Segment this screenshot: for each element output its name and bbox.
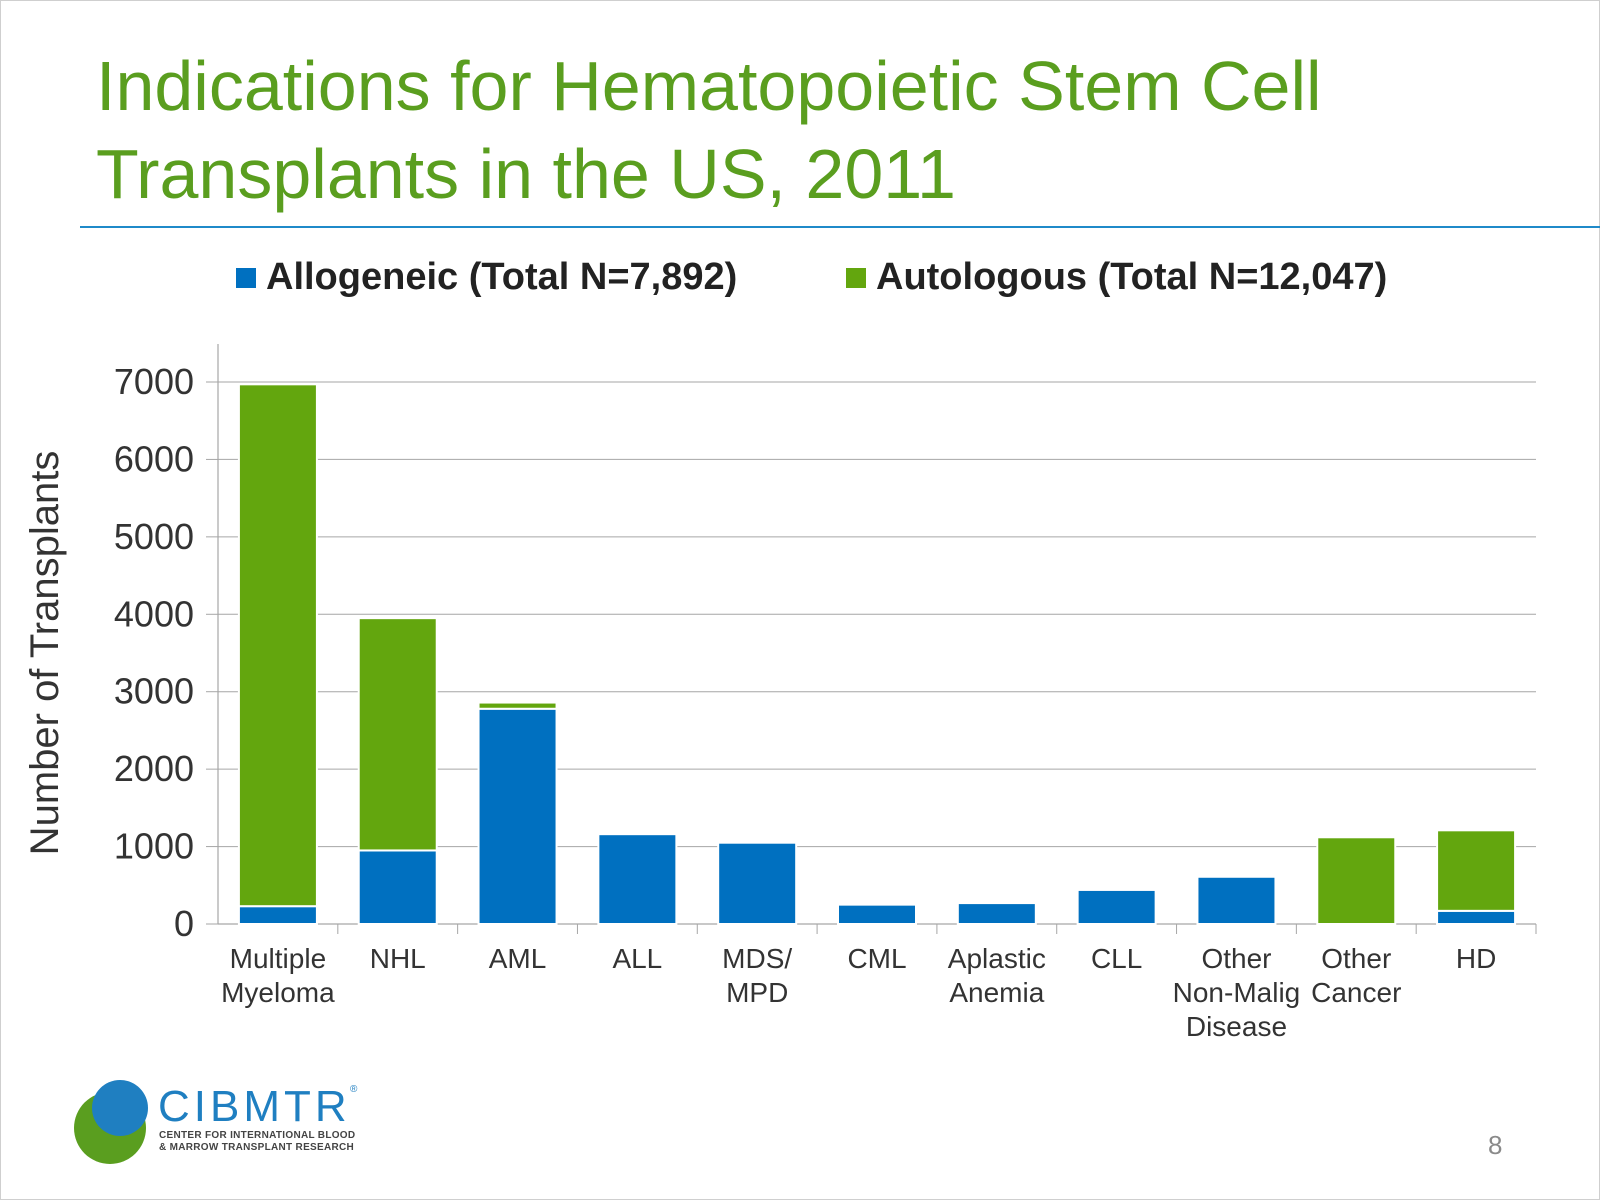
- bar-autologous: [237, 383, 318, 908]
- title-line-2: Transplants in the US, 2011: [96, 135, 956, 213]
- x-category-label: Myeloma: [221, 977, 335, 1008]
- logo-wordmark: CIBMTR: [158, 1082, 351, 1131]
- logo-subtitle: CENTER FOR INTERNATIONAL BLOOD & MARROW …: [159, 1130, 355, 1154]
- y-tick-label: 0: [174, 903, 194, 944]
- logo-registered-mark: ®: [350, 1084, 358, 1095]
- bar-allogeneic: [477, 707, 558, 926]
- chart-legend: Allogeneic (Total N=7,892) Autologous (T…: [0, 256, 1600, 306]
- x-category-label: HD: [1456, 943, 1496, 974]
- x-category-label: Disease: [1186, 1011, 1287, 1042]
- x-category-label: CLL: [1091, 943, 1142, 974]
- x-category-label: Non-Malig: [1173, 977, 1301, 1008]
- legend-swatch-allogeneic: [236, 267, 256, 288]
- bar-autologous: [1436, 829, 1517, 912]
- x-category-label: Anemia: [949, 977, 1044, 1008]
- cibmtr-logo-icon: [74, 1080, 148, 1164]
- y-tick-label: 4000: [114, 593, 194, 634]
- bar-allogeneic: [597, 833, 678, 926]
- bar-allogeneic: [357, 849, 438, 926]
- x-category-label: Cancer: [1311, 977, 1401, 1008]
- x-category-label: CML: [847, 943, 906, 974]
- logo-subtitle-line-2: & MARROW TRANSPLANT RESEARCH: [159, 1142, 355, 1153]
- page-number: 8: [1488, 1130, 1503, 1160]
- legend-label-autologous: Autologous (Total N=12,047): [876, 256, 1388, 298]
- x-category-label: AML: [489, 943, 547, 974]
- x-category-label: NHL: [370, 943, 426, 974]
- logo-subtitle-line-1: CENTER FOR INTERNATIONAL BLOOD: [159, 1130, 356, 1141]
- x-category-label: Aplastic: [948, 943, 1046, 974]
- bar-autologous: [357, 617, 438, 852]
- y-tick-label: 7000: [114, 361, 194, 402]
- bar-autologous: [477, 701, 558, 710]
- y-tick-label: 1000: [114, 826, 194, 867]
- title-divider: [80, 226, 1600, 228]
- legend-item-allogeneic: Allogeneic (Total N=7,892): [236, 256, 737, 299]
- x-category-label: ALL: [612, 943, 662, 974]
- x-category-label: MDS/: [722, 943, 792, 974]
- bar-allogeneic: [837, 903, 917, 926]
- y-tick-label: 6000: [114, 438, 194, 479]
- legend-swatch-autologous: [846, 267, 866, 288]
- y-tick-label: 3000: [114, 671, 194, 712]
- slide-title: Indications for Hematopoietic Stem Cell …: [96, 42, 1536, 218]
- bar-allogeneic: [717, 841, 798, 926]
- x-category-label: Multiple: [230, 943, 326, 974]
- title-line-1: Indications for Hematopoietic Stem Cell: [96, 47, 1322, 125]
- bar-autologous: [1316, 836, 1397, 926]
- x-category-label: Other: [1321, 943, 1391, 974]
- stacked-bar-chart: 0 1000 2000 3000 4000 5000 6000 7000 Number of T…: [23, 344, 1537, 1042]
- bar-allogeneic: [1076, 888, 1157, 926]
- legend-item-autologous: Autologous (Total N=12,047): [846, 256, 1387, 299]
- y-tick-label: 2000: [114, 748, 194, 789]
- bar-allogeneic: [237, 905, 318, 925]
- y-tick-label: 5000: [114, 516, 194, 557]
- bar-allogeneic: [1436, 909, 1517, 926]
- y-axis-title: Number of Transplants: [23, 451, 67, 856]
- bar-allogeneic: [956, 902, 1037, 926]
- legend-label-allogeneic: Allogeneic (Total N=7,892): [266, 256, 738, 298]
- x-category-label: Other: [1201, 943, 1271, 974]
- bar-allogeneic: [1196, 875, 1277, 925]
- x-category-label: MPD: [726, 977, 788, 1008]
